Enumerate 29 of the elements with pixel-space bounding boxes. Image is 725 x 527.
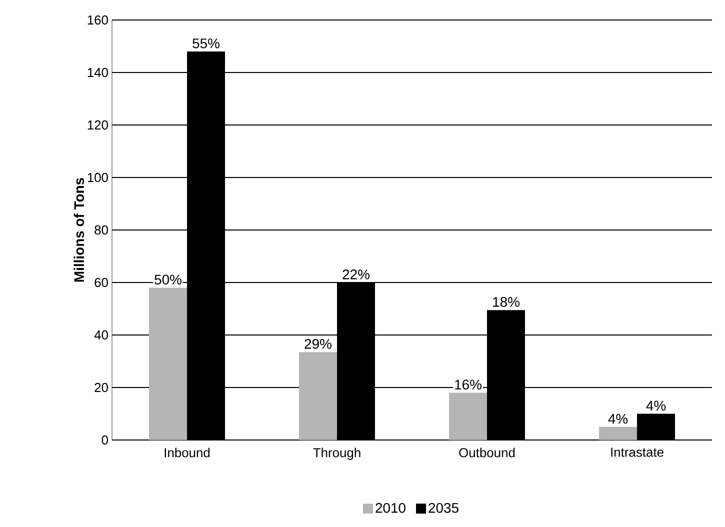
bar xyxy=(299,352,338,440)
y-tick-label: 20 xyxy=(94,382,108,392)
annotation: 50% xyxy=(154,274,182,285)
legend-label: 2035 xyxy=(428,502,458,513)
annotation: 55% xyxy=(192,38,220,48)
y-tick-label: 80 xyxy=(94,225,108,235)
annotation: 16% xyxy=(455,380,482,390)
y-tick-label: 140 xyxy=(88,68,108,78)
bar xyxy=(449,392,488,440)
x-tick-label: Intrastate xyxy=(611,448,664,457)
annotation: 18% xyxy=(493,296,520,307)
y-tick-label: 0 xyxy=(102,435,108,445)
x-tick-label: Inbound xyxy=(164,448,210,458)
x-tick-label: Outbound xyxy=(459,448,515,458)
y-tick-label: 60 xyxy=(94,278,108,288)
bar xyxy=(599,426,638,440)
annotation: 22% xyxy=(342,269,370,280)
annotation: 29% xyxy=(304,338,332,349)
y-tick-label: 160 xyxy=(88,15,108,25)
y-tick-label: 40 xyxy=(94,330,108,340)
y-tick-label: 120 xyxy=(88,120,108,130)
y-axis-title: Millions of Tons xyxy=(74,178,84,282)
bar xyxy=(149,288,187,440)
annotation: 4% xyxy=(646,400,666,411)
legend-label: 2010 xyxy=(376,502,406,513)
x-tick-label: Through xyxy=(313,448,360,460)
annotation: 4% xyxy=(608,414,628,424)
bar xyxy=(637,414,676,440)
y-tick-label: 100 xyxy=(88,172,108,182)
